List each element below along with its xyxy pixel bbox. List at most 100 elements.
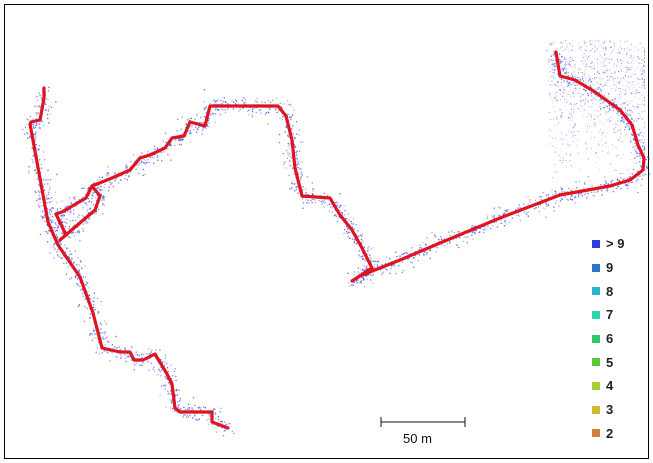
cloud-point (287, 142, 289, 145)
cloud-point (328, 210, 330, 212)
cloud-point (451, 229, 453, 232)
cloud-point (363, 265, 366, 267)
cloud-point (442, 239, 445, 241)
cloud-point (434, 234, 436, 236)
cloud-point (281, 118, 283, 120)
cloud-point (581, 72, 583, 74)
cloud-point (555, 171, 557, 173)
cloud-point (592, 103, 594, 105)
cloud-point (147, 361, 149, 363)
cloud-point (621, 62, 622, 64)
cloud-point (375, 260, 378, 262)
cloud-point (134, 160, 136, 162)
cloud-point (194, 404, 196, 406)
cloud-point (621, 118, 624, 120)
cloud-point (611, 72, 612, 74)
cloud-point (596, 125, 597, 126)
cloud-point (633, 119, 635, 121)
cloud-point (147, 348, 150, 350)
cloud-point (642, 81, 644, 83)
cloud-point (50, 221, 52, 224)
cloud-point (64, 226, 66, 228)
cloud-point (638, 62, 640, 64)
cloud-point (133, 154, 135, 156)
cloud-point (362, 252, 364, 255)
cloud-point (282, 153, 284, 155)
cloud-point (34, 105, 36, 107)
cloud-point (554, 77, 556, 79)
cloud-point (52, 207, 55, 209)
cloud-point (202, 122, 204, 124)
cloud-point (644, 81, 645, 83)
cloud-point (632, 146, 634, 148)
cloud-point (180, 408, 182, 410)
cloud-point (585, 142, 587, 144)
cloud-point (53, 229, 55, 231)
cloud-point (571, 194, 573, 196)
cloud-point (618, 111, 620, 113)
cloud-point (188, 133, 191, 135)
cloud-point (357, 279, 359, 281)
cloud-point (638, 113, 640, 115)
cloud-point (551, 63, 554, 66)
cloud-point (551, 177, 553, 179)
cloud-point (598, 87, 600, 89)
cloud-point (177, 139, 180, 142)
cloud-point (72, 262, 75, 264)
cloud-point (26, 118, 28, 120)
cloud-point (66, 210, 69, 212)
cloud-point (51, 207, 53, 210)
cloud-point (552, 77, 554, 79)
cloud-point (330, 203, 332, 205)
cloud-point (344, 228, 346, 231)
cloud-point (269, 101, 272, 103)
cloud-point (624, 102, 626, 104)
cloud-point (208, 415, 210, 417)
cloud-point (90, 298, 92, 300)
cloud-point (161, 160, 163, 162)
cloud-point (612, 146, 614, 147)
cloud-point (582, 115, 584, 117)
cloud-point (83, 187, 85, 189)
cloud-point (471, 225, 473, 227)
cloud-point (198, 126, 200, 129)
cloud-point (559, 109, 561, 111)
cloud-point (566, 190, 569, 193)
cloud-point (560, 42, 562, 44)
cloud-point (602, 132, 604, 134)
cloud-point (616, 155, 618, 157)
cloud-point (624, 89, 626, 91)
cloud-point (615, 147, 617, 148)
cloud-point (599, 63, 601, 65)
cloud-point (264, 101, 266, 104)
cloud-point (77, 277, 80, 279)
cloud-point (214, 408, 216, 410)
cloud-point (616, 58, 618, 60)
cloud-point (214, 412, 216, 414)
cloud-point (637, 108, 638, 110)
cloud-point (599, 55, 601, 57)
cloud-point (275, 97, 278, 99)
cloud-point (52, 226, 54, 228)
cloud-point (32, 147, 34, 149)
cloud-point (47, 232, 49, 235)
cloud-point (615, 187, 617, 189)
cloud-point (516, 214, 518, 217)
cloud-point (401, 271, 403, 273)
cloud-point (633, 120, 635, 123)
cloud-point (616, 113, 618, 115)
cloud-point (596, 109, 598, 111)
cloud-point (590, 119, 592, 121)
cloud-point (597, 70, 599, 72)
cloud-point (635, 106, 637, 108)
cloud-point (578, 196, 580, 198)
cloud-point (620, 78, 622, 80)
cloud-point (368, 245, 370, 248)
cloud-point (566, 46, 568, 48)
cloud-point (617, 101, 619, 103)
cloud-point (393, 263, 395, 266)
cloud-point (289, 104, 292, 106)
cloud-point (551, 86, 553, 88)
cloud-point (553, 118, 555, 120)
cloud-point (610, 181, 612, 183)
